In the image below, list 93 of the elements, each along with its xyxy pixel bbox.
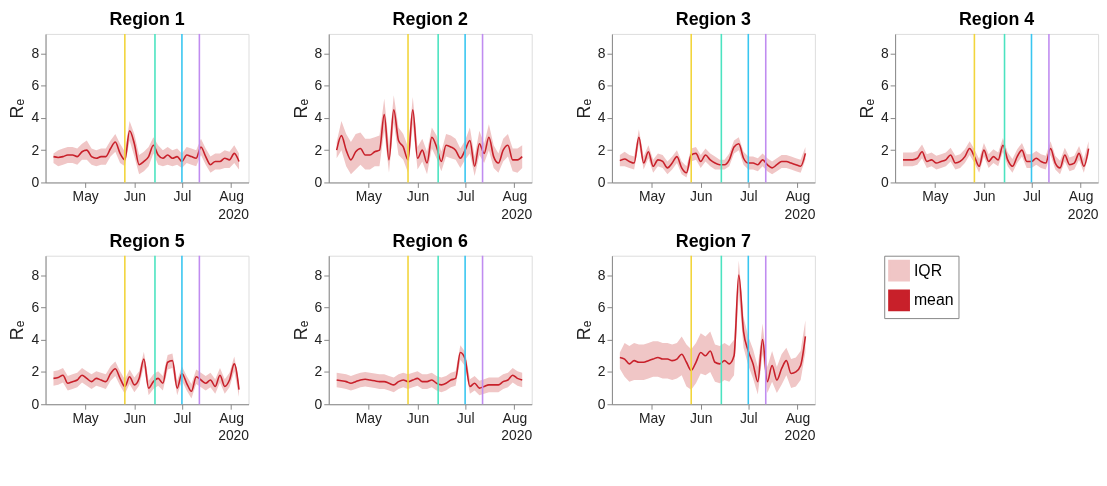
y-tick-label: 8	[597, 266, 606, 283]
x-axis-title: 2020	[501, 427, 533, 444]
x-axis-title: 2020	[501, 205, 533, 222]
y-tick-label: 8	[31, 266, 40, 283]
line-series	[335, 351, 523, 389]
x-tick-label: May	[72, 187, 99, 204]
x-tick-label: Jun	[123, 409, 147, 426]
y-tick-label: 8	[31, 44, 40, 61]
y-tick-label: 0	[880, 173, 889, 190]
x-tick-label: May	[72, 409, 99, 426]
y-tick-label: 2	[597, 141, 606, 158]
x-tick-label: May	[922, 187, 949, 204]
line-series	[619, 274, 807, 383]
y-tick-label: 4	[597, 109, 606, 126]
x-tick-label: May	[638, 187, 666, 204]
x-tick-label: Jul	[739, 187, 758, 204]
x-axis-title: 2020	[1067, 205, 1099, 222]
y-tick-label: 6	[880, 77, 889, 94]
y-axis-title: Rₑ	[290, 98, 311, 119]
chart-title: Region 1	[109, 9, 185, 30]
x-tick-label: Jul	[739, 409, 758, 426]
y-tick-label: 4	[597, 331, 606, 348]
chart-title: Region 6	[392, 231, 468, 251]
y-tick-label: 8	[880, 44, 889, 61]
y-tick-label: 4	[31, 109, 40, 126]
x-tick-label: May	[355, 187, 383, 204]
x-axis-title: 2020	[218, 205, 250, 222]
x-tick-label: Jun	[406, 187, 430, 204]
x-tick-label: Aug	[1068, 187, 1094, 204]
y-tick-label: 2	[880, 141, 889, 158]
x-tick-label: Jun	[973, 187, 996, 204]
x-tick-label: Jul	[456, 187, 475, 204]
x-tick-label: Aug	[502, 187, 528, 204]
x-tick-label: Jun	[123, 187, 147, 204]
y-tick-label: 6	[314, 77, 323, 94]
x-tick-label: May	[638, 409, 666, 426]
x-tick-label: Aug	[785, 409, 811, 426]
x-tick-label: Jul	[173, 187, 192, 204]
y-tick-label: 8	[597, 44, 606, 61]
y-tick-label: 6	[31, 298, 40, 315]
chart-title: Region 3	[675, 9, 752, 30]
y-tick-label: 2	[314, 141, 323, 158]
x-tick-label: Jun	[690, 409, 713, 426]
x-tick-label: Jun	[690, 187, 713, 204]
y-tick-label: 2	[31, 141, 40, 158]
x-tick-label: May	[355, 409, 383, 426]
y-axis-title: Rₑ	[7, 98, 28, 119]
y-tick-label: 0	[314, 395, 323, 412]
y-tick-label: 0	[597, 173, 606, 190]
y-tick-label: 2	[31, 363, 40, 380]
y-tick-label: 8	[314, 44, 323, 61]
x-tick-label: Aug	[219, 409, 244, 426]
chart-title: Region 5	[109, 231, 185, 251]
chart-title: Region 4	[958, 9, 1035, 30]
x-tick-label: Jul	[1023, 187, 1041, 204]
y-tick-label: 0	[597, 395, 606, 412]
y-axis-title: Rₑ	[573, 98, 594, 119]
y-tick-label: 4	[31, 331, 40, 348]
y-tick-label: 4	[314, 109, 323, 126]
y-tick-label: 4	[314, 331, 323, 348]
chart-title: Region 7	[675, 231, 752, 251]
x-axis-title: 2020	[218, 427, 250, 444]
line-series	[619, 136, 807, 174]
y-tick-label: 0	[31, 173, 40, 190]
y-tick-label: 6	[314, 298, 323, 315]
y-axis-title: Rₑ	[573, 320, 594, 341]
y-tick-label: 4	[880, 109, 889, 126]
y-tick-label: 6	[597, 298, 606, 315]
legend-label: IQR	[913, 261, 943, 279]
y-tick-label: 6	[597, 77, 606, 94]
x-axis-title: 2020	[784, 427, 816, 444]
y-axis-title: Rₑ	[7, 320, 28, 341]
x-axis-title: 2020	[784, 205, 816, 222]
line-series	[52, 358, 240, 393]
x-tick-label: Jul	[173, 409, 192, 426]
y-tick-label: 6	[31, 77, 40, 94]
y-tick-label: 0	[31, 395, 40, 412]
y-tick-label: 2	[597, 363, 606, 380]
line-series	[335, 109, 523, 168]
y-tick-label: 0	[314, 173, 323, 190]
legend-label: mean	[913, 291, 954, 309]
y-tick-label: 8	[314, 266, 323, 283]
y-axis-title: Rₑ	[290, 320, 311, 341]
x-tick-label: Jul	[456, 409, 475, 426]
x-tick-label: Aug	[502, 409, 528, 426]
y-axis-title: Rₑ	[857, 98, 878, 119]
x-tick-label: Jun	[406, 409, 430, 426]
chart-title: Region 2	[392, 9, 468, 30]
line-series	[52, 129, 240, 166]
y-tick-label: 2	[314, 363, 323, 380]
x-tick-label: Aug	[785, 187, 811, 204]
x-tick-label: Aug	[219, 187, 244, 204]
line-series	[902, 144, 1090, 169]
